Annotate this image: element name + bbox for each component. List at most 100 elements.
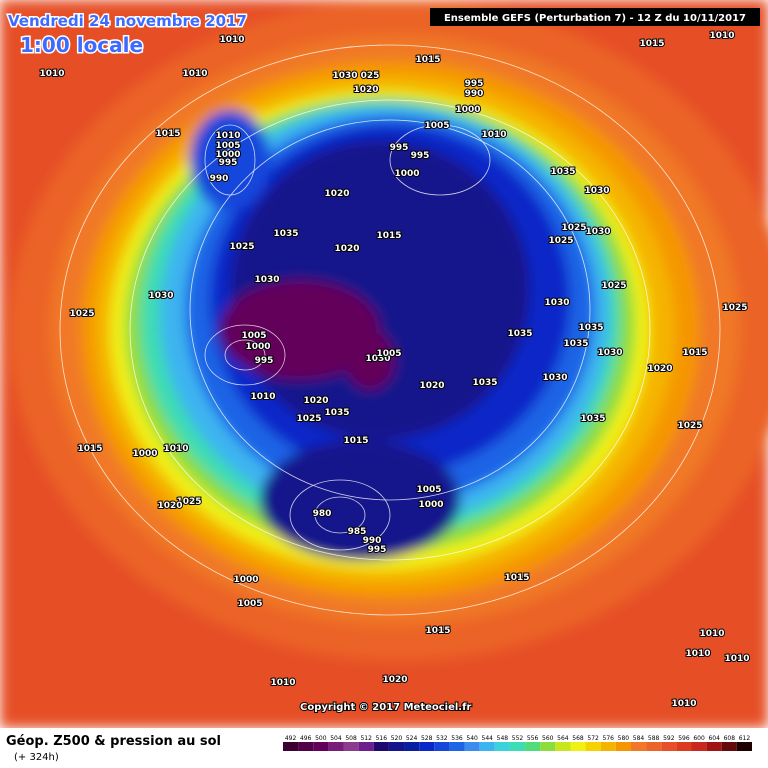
scale-swatch [328,742,344,751]
isobar-label: 1025 [548,236,573,246]
scale-swatch [525,742,541,751]
scale-swatch [646,742,662,751]
scale-swatch [630,742,647,751]
isobar-label: 1000 [215,150,240,160]
isobar-label: 990 [363,536,382,546]
isobar-label: 1025 [601,281,626,291]
scale-swatch [388,742,405,751]
run-info: Ensemble GEFS (Perturbation 7) - 12 Z du… [444,13,746,24]
isobar-label: 1030 [148,291,173,301]
copyright: Copyright © 2017 Meteociel.fr [300,702,471,713]
isobar-label: 1015 [682,348,707,358]
isobar-label: 1010 [182,69,207,79]
scale-swatch [343,742,359,751]
scale-label: 556 [527,735,539,742]
scale-label: 492 [285,735,297,742]
isobar-label: 1000 [455,105,480,115]
isobar-label: 1010 [481,130,506,140]
isobar-label: 1015 [155,129,180,139]
scale-label: 604 [708,735,720,742]
scale-label: 504 [330,735,342,742]
isobar-label: 1000 [418,500,443,510]
isobar-lines [59,44,721,616]
isobar-label: 1015 [504,573,529,583]
isobar-label: 1000 [233,575,258,585]
scale-label: 540 [466,735,478,742]
scale-label: 584 [633,735,645,742]
isobar-label: 1000 [394,169,419,179]
isobar-label: 1035 [550,167,575,177]
scale-label: 512 [360,735,372,742]
isobar-label: 1010 [699,629,724,639]
scale-label: 528 [421,735,433,742]
isobar-label: 1025 [69,309,94,319]
isobar-label: 1020 [419,381,444,391]
scale-label: 548 [497,735,509,742]
isobar-label: 1025 [561,223,586,233]
isobar-label: 1025 [229,242,254,252]
isobar-label: 025 [361,71,380,81]
isobar-label: 985 [348,527,367,537]
isobar-label: 1030 [585,227,610,237]
isobar-label: 1010 [270,678,295,688]
scale-label: 580 [618,735,630,742]
isobar-label: 1020 [382,675,407,685]
isobar-label: 1035 [580,414,605,424]
isobar-label: 1010 [724,654,749,664]
scale-swatch [706,742,722,751]
isobar-label: 1015 [415,55,440,65]
isobar-label: 995 [368,545,387,555]
isobar-label: 1030 [542,373,567,383]
isobar-label: 995 [465,79,484,89]
scale-swatch [585,742,601,751]
scale-swatch [570,742,586,751]
isobar-label: 990 [465,89,484,99]
isobar-label: 1015 [425,626,450,636]
scale-swatch [479,742,495,751]
scale-label: 576 [603,735,615,742]
isobar-label: 1015 [639,39,664,49]
isobar-label: 1035 [563,339,588,349]
scale-label: 500 [315,735,327,742]
isobar-label: 1010 [671,699,696,709]
isobar-label: 1020 [353,85,378,95]
scale-label: 516 [376,735,388,742]
scale-label: 612 [739,735,751,742]
scale-swatch [600,742,616,751]
isobar-label: 995 [219,158,238,168]
scale-swatch [721,742,737,751]
scale-label: 544 [482,735,494,742]
isobar-label: 1020 [157,501,182,511]
isobar-label: 1005 [424,121,449,131]
scale-swatch [419,742,435,751]
isobar-label: 1025 [677,421,702,431]
isobar-label: 1020 [303,396,328,406]
footer-lead: (+ 324h) [14,752,59,763]
isobar-label: 1035 [273,229,298,239]
scale-swatch [358,742,374,751]
scale-swatch [540,742,556,751]
scale-label: 532 [436,735,448,742]
scale-swatch [615,742,631,751]
isobar-label: 1030 [584,186,609,196]
isobar-label: 1010 [250,392,275,402]
isobar-label: 1005 [376,349,401,359]
scale-swatch [434,742,450,751]
scale-swatch [298,742,314,751]
isobar-label: 1035 [507,329,532,339]
scale-label: 600 [693,735,705,742]
scale-swatch [736,742,752,751]
isobar-label: 980 [313,509,332,519]
color-scale: 492 496 500 504 508 512 516 520 524 528 532 536 540 5… [283,735,752,751]
scale-swatch [373,742,389,751]
isobar-label: 995 [390,143,409,153]
scale-label: 572 [587,735,599,742]
isobar-label: 1010 [219,35,244,45]
date-title: Vendredi 24 novembre 2017 [8,12,247,30]
scale-label: 596 [678,735,690,742]
scale-swatch [494,742,510,751]
isobar-label: 1010 [685,649,710,659]
